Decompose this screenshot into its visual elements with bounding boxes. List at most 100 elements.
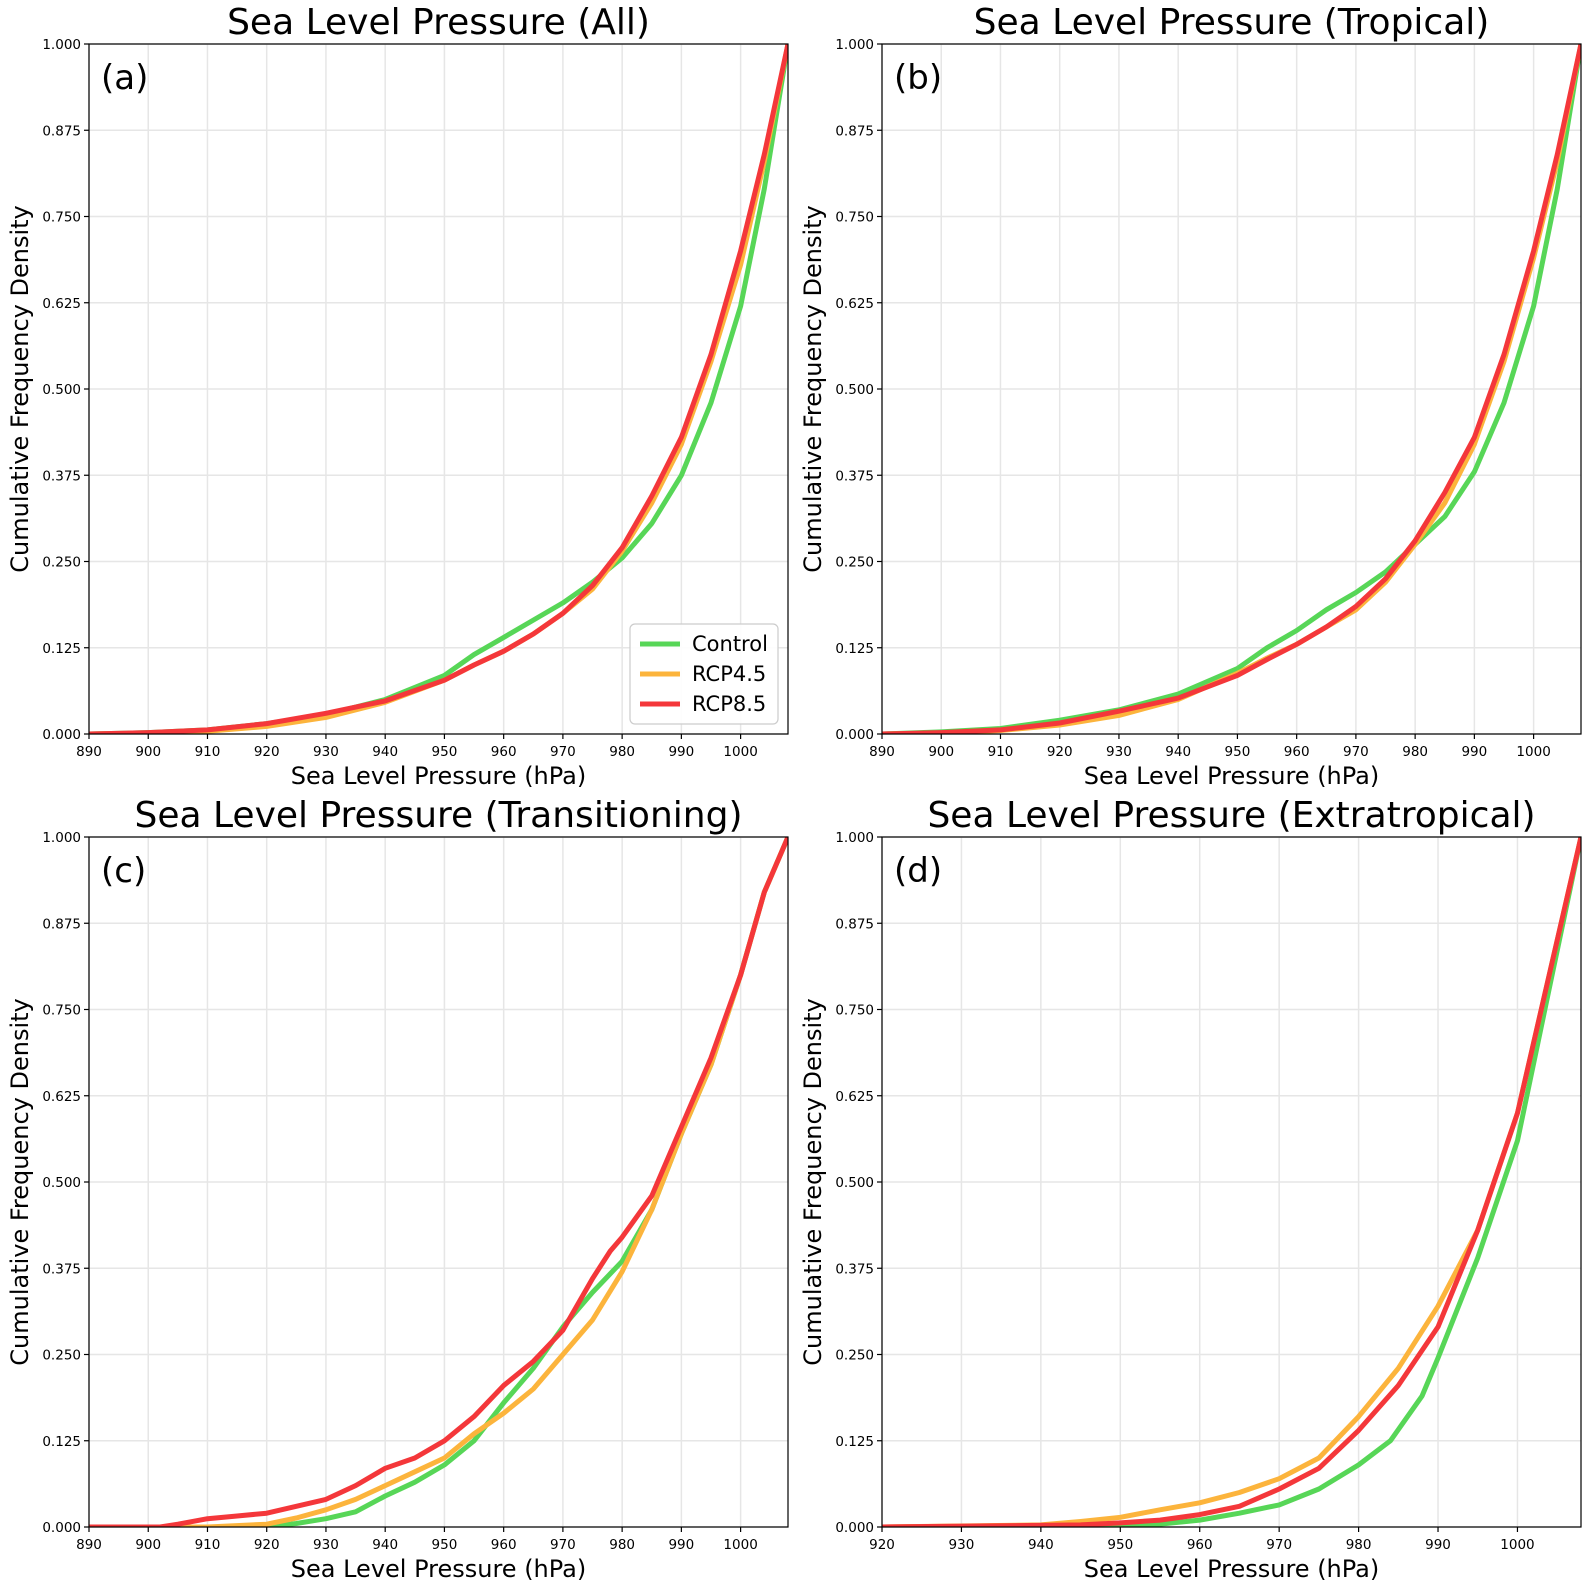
chart-panel-1: 890 900 910 920 930 940 950 960 970 980 990 1000 0.0… [6, 2, 789, 790]
y-tick-label: 0.625 [835, 1089, 874, 1105]
y-tick-label: 1.000 [835, 37, 874, 53]
panel-letter: (c) [101, 851, 146, 891]
x-tick-label: 970 [1343, 744, 1369, 760]
x-tick-label: 970 [1266, 1537, 1292, 1553]
x-tick-label: 950 [1107, 1537, 1133, 1553]
x-tick-label: 890 [869, 744, 895, 760]
x-tick-label: 920 [254, 1537, 280, 1553]
x-tick-label: 970 [550, 1537, 576, 1553]
x-tick-label: 980 [609, 744, 635, 760]
x-tick-label: 930 [313, 744, 339, 760]
x-tick-label: 910 [988, 744, 1014, 760]
x-axis-label: Sea Level Pressure (hPa) [1084, 762, 1379, 790]
y-tick-label: 0.250 [835, 555, 874, 571]
panel-title: Sea Level Pressure (All) [227, 2, 650, 43]
x-tick-label: 1000 [1516, 744, 1550, 760]
chart-panel-2: 890 900 910 920 930 940 950 960 970 980 990 1000 0.0… [799, 2, 1582, 790]
x-tick-label: 950 [432, 744, 458, 760]
x-tick-label: 960 [491, 1537, 517, 1553]
x-tick-label: 890 [76, 744, 102, 760]
y-axis-label: Cumulative Frequency Density [799, 205, 827, 572]
y-tick-label: 0.125 [42, 641, 81, 657]
series-line-rcp8-5 [882, 837, 1581, 1527]
series-line-rcp8-5 [882, 44, 1581, 734]
panel-letter: (b) [894, 58, 942, 98]
panel-letter: (a) [101, 58, 148, 98]
y-axis-label: Cumulative Frequency Density [6, 998, 34, 1365]
x-tick-label: 1000 [723, 744, 757, 760]
y-tick-label: 0.875 [42, 916, 81, 932]
legend-label: RCP8.5 [692, 692, 766, 716]
y-tick-label: 0.875 [835, 916, 874, 932]
y-tick-label: 0.625 [835, 296, 874, 312]
series-line-control [882, 837, 1581, 1527]
y-tick-label: 0.125 [835, 1434, 874, 1450]
x-tick-label: 980 [1346, 1537, 1372, 1553]
y-tick-label: 0.000 [835, 1520, 874, 1536]
x-tick-label: 990 [668, 1537, 694, 1553]
y-tick-label: 1.000 [835, 830, 874, 846]
x-axis-label: Sea Level Pressure (hPa) [1084, 1555, 1379, 1583]
y-tick-label: 1.000 [42, 37, 81, 53]
legend-box [629, 623, 779, 725]
y-tick-label: 0.875 [42, 123, 81, 139]
y-tick-label: 1.000 [42, 830, 81, 846]
panel-title: Sea Level Pressure (Transitioning) [135, 795, 743, 836]
y-tick-label: 0.500 [835, 382, 874, 398]
y-tick-label: 0.500 [835, 1175, 874, 1191]
x-tick-label: 990 [1425, 1537, 1451, 1553]
x-tick-label: 1000 [723, 1537, 757, 1553]
x-tick-label: 920 [1047, 744, 1073, 760]
x-tick-label: 900 [928, 744, 954, 760]
series-line-control [882, 44, 1581, 734]
x-tick-label: 940 [1165, 744, 1191, 760]
y-tick-label: 0.125 [835, 641, 874, 657]
y-tick-label: 0.375 [835, 1261, 874, 1277]
y-tick-label: 0.750 [42, 1003, 81, 1019]
y-tick-label: 0.375 [42, 468, 81, 484]
y-tick-label: 0.000 [835, 727, 874, 743]
legend: Control RCP4.5 RCP8.5 [629, 623, 779, 725]
x-tick-label: 960 [1284, 744, 1310, 760]
x-tick-label: 980 [1402, 744, 1428, 760]
x-tick-label: 900 [135, 1537, 161, 1553]
panel-title: Sea Level Pressure (Tropical) [974, 2, 1490, 43]
y-tick-label: 0.750 [835, 210, 874, 226]
x-tick-label: 960 [491, 744, 517, 760]
chart-panel-4: 920 930 940 950 960 970 980 990 1000 0.000 0.125 0.… [799, 795, 1582, 1583]
x-tick-label: 910 [195, 1537, 221, 1553]
x-tick-label: 1000 [1500, 1537, 1534, 1553]
x-tick-label: 940 [372, 744, 398, 760]
y-tick-label: 0.750 [835, 1003, 874, 1019]
x-tick-label: 900 [135, 744, 161, 760]
x-tick-label: 970 [550, 744, 576, 760]
y-tick-label: 0.875 [835, 123, 874, 139]
y-tick-label: 0.375 [835, 468, 874, 484]
y-axis-label: Cumulative Frequency Density [6, 205, 34, 572]
y-tick-label: 0.250 [42, 555, 81, 571]
y-tick-label: 0.125 [42, 1434, 81, 1450]
y-axis-label: Cumulative Frequency Density [799, 998, 827, 1365]
y-tick-label: 0.250 [42, 1348, 81, 1364]
x-tick-label: 950 [432, 1537, 458, 1553]
x-tick-label: 930 [313, 1537, 339, 1553]
x-tick-label: 920 [869, 1537, 895, 1553]
y-tick-label: 0.625 [42, 1089, 81, 1105]
series-line-rcp8-5 [89, 837, 788, 1527]
series-line-rcp4-5 [89, 837, 788, 1527]
y-tick-label: 0.000 [42, 727, 81, 743]
x-tick-label: 940 [1028, 1537, 1054, 1553]
x-tick-label: 890 [76, 1537, 102, 1553]
x-tick-label: 930 [1106, 744, 1132, 760]
x-tick-label: 920 [254, 744, 280, 760]
y-tick-label: 0.375 [42, 1261, 81, 1277]
chart-panel-3: 890 900 910 920 930 940 950 960 970 980 990 1000 0.0… [6, 795, 789, 1583]
x-tick-label: 980 [609, 1537, 635, 1553]
legend-label: RCP4.5 [692, 662, 766, 686]
y-tick-label: 0.625 [42, 296, 81, 312]
y-tick-label: 0.000 [42, 1520, 81, 1536]
x-axis-label: Sea Level Pressure (hPa) [291, 762, 586, 790]
y-tick-label: 0.250 [835, 1348, 874, 1364]
legend-label: Control [692, 632, 768, 656]
